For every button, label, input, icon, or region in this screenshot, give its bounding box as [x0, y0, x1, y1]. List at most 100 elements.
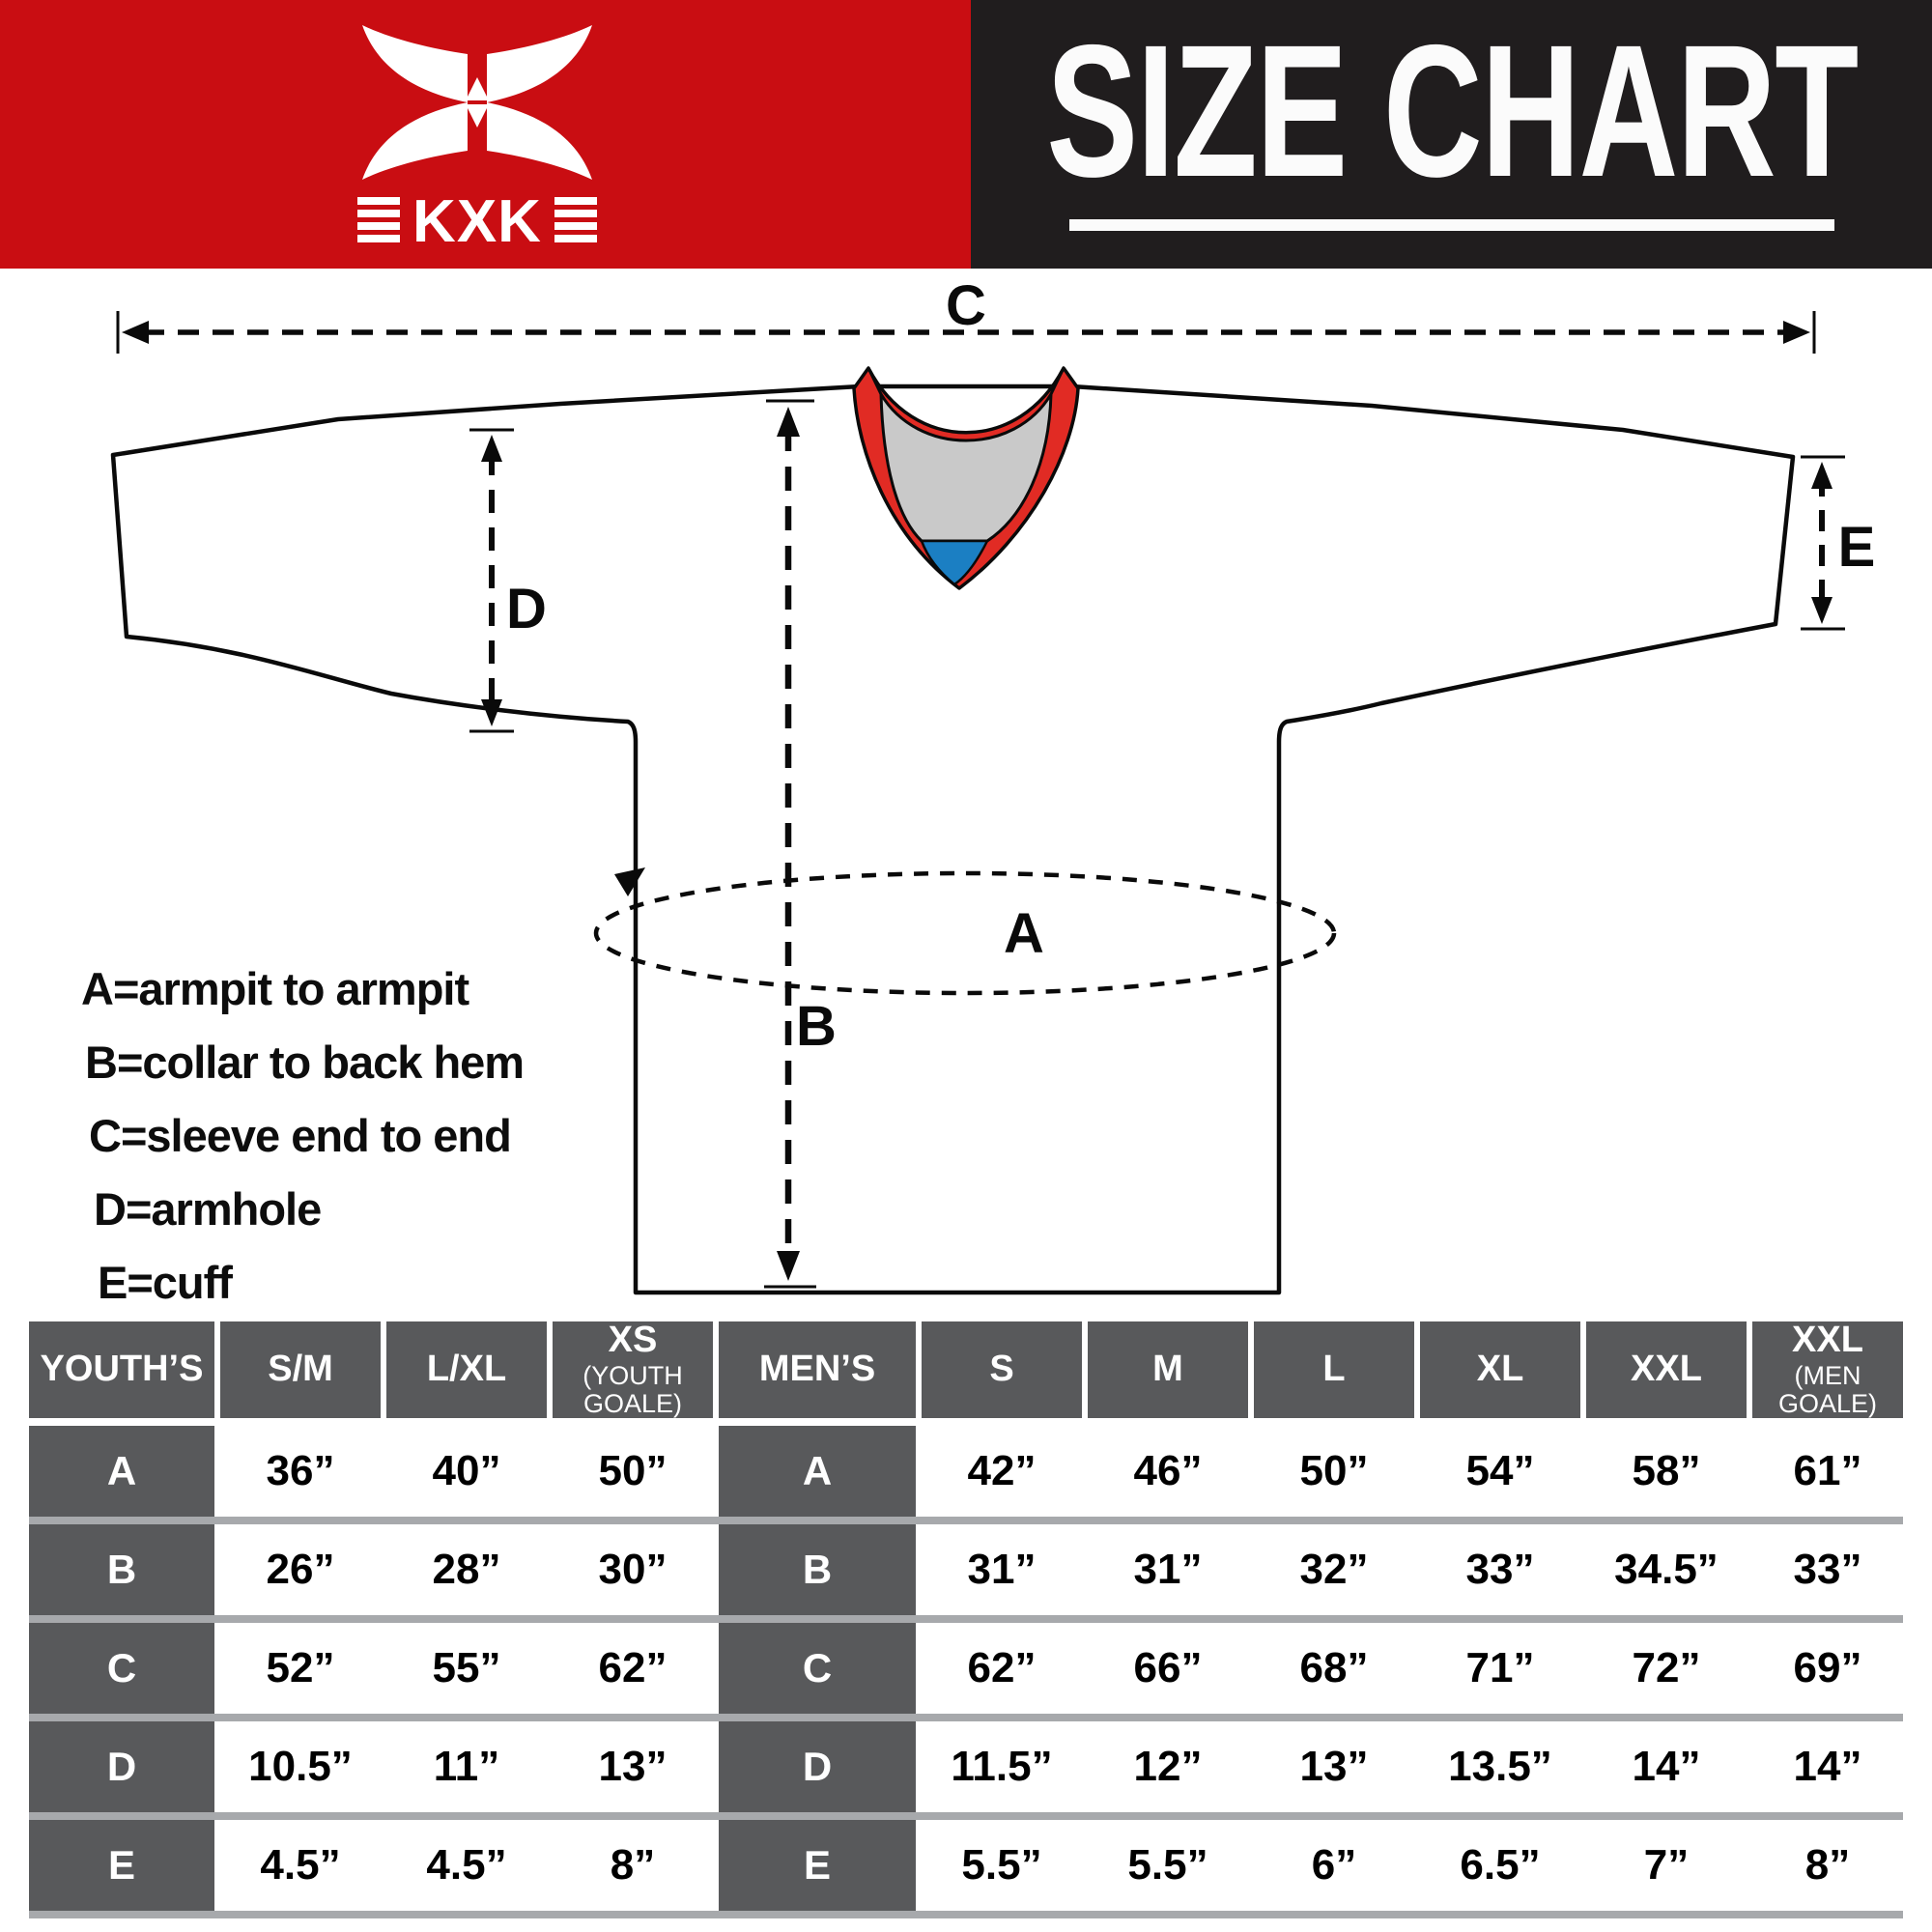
size-column-label: S/M [268, 1349, 333, 1390]
size-row-label: B [29, 1524, 214, 1615]
size-table-header: YOUTH’S S/M L/XL XS (YOUTH GOALE) MEN’S S M L XL X… [29, 1321, 1903, 1426]
size-table-row: E 4.5” 4.5” 8” E 5.5” 5.5” 6” 6.5” 7” 8” [29, 1820, 1903, 1911]
legend-line-B: B=collar to back hem [85, 1037, 525, 1088]
size-value-cell: 62” [553, 1623, 713, 1714]
jersey-outline [110, 384, 1796, 1295]
size-column-label: M [1152, 1349, 1183, 1390]
size-value-cell: 6” [1254, 1820, 1414, 1911]
banner-title-panel: SIZE CHART [971, 0, 1932, 269]
size-value-cell: 13” [553, 1721, 713, 1812]
legend-line-E: E=cuff [98, 1257, 233, 1308]
size-value-cell: 46” [1088, 1426, 1248, 1517]
size-value-cell: 13.5” [1420, 1721, 1580, 1812]
size-table-body: A 36” 40” 50” A 42” 46” 50” 54” 58” 61” B 26” 28” 30” B… [29, 1426, 1903, 1911]
size-column-header: XXL [1586, 1321, 1747, 1419]
dimension-C: C [116, 274, 1816, 354]
size-column-header: XS (YOUTH GOALE) [553, 1320, 713, 1419]
size-column-header: XL [1420, 1321, 1580, 1419]
size-value-cell: 14” [1752, 1721, 1903, 1812]
dimension-E: E [1801, 455, 1876, 631]
size-value-cell: 58” [1586, 1426, 1747, 1517]
size-value-cell: 33” [1752, 1524, 1903, 1615]
size-value-cell: 33” [1420, 1524, 1580, 1615]
size-value-cell: 71” [1420, 1623, 1580, 1714]
size-value-cell: 50” [553, 1426, 713, 1517]
collar-crease-right [1049, 367, 1065, 395]
size-column-header: S/M [220, 1321, 381, 1419]
size-value-cell: 31” [1088, 1524, 1248, 1615]
size-value-cell: 42” [922, 1426, 1082, 1517]
size-row-label: D [719, 1721, 916, 1812]
size-value-cell: 4.5” [220, 1820, 381, 1911]
size-value-cell: 10.5” [220, 1721, 381, 1812]
size-row-label: A [719, 1426, 916, 1517]
size-value-cell: 68” [1254, 1623, 1414, 1714]
size-row-label: B [719, 1524, 916, 1615]
page-title: SIZE CHART [1045, 6, 1859, 216]
dimension-A: A [593, 867, 1337, 996]
size-value-cell: 36” [220, 1426, 381, 1517]
size-value-cell: 54” [1420, 1426, 1580, 1517]
size-row-label: E [719, 1820, 916, 1911]
size-row-label: C [29, 1623, 214, 1714]
dim-label-C: C [946, 274, 986, 337]
size-value-cell: 7” [1586, 1820, 1747, 1911]
size-column-label: XL [1476, 1349, 1524, 1390]
size-value-cell: 34.5” [1586, 1524, 1747, 1615]
size-column-label: XS [608, 1320, 658, 1360]
size-value-cell: 72” [1586, 1623, 1747, 1714]
size-value-cell: 4.5” [386, 1820, 547, 1911]
size-column-header: L/XL [386, 1321, 547, 1419]
size-column-label: XXL [1792, 1320, 1863, 1360]
size-value-cell: 5.5” [1088, 1820, 1248, 1911]
dim-label-B: B [796, 995, 837, 1058]
brand-logo: KXK [355, 25, 599, 255]
size-value-cell: 14” [1586, 1721, 1747, 1812]
size-column-label: XXL [1631, 1349, 1702, 1390]
size-value-cell: 69” [1752, 1623, 1903, 1714]
size-group-label: MEN’S [719, 1321, 916, 1419]
size-row-label: E [29, 1820, 214, 1911]
legend-line-C: C=sleeve end to end [89, 1110, 512, 1161]
size-column-header: XXL (MEN GOALE) [1752, 1320, 1903, 1419]
size-value-cell: 12” [1088, 1721, 1248, 1812]
size-table-header-row: YOUTH’S S/M L/XL XS (YOUTH GOALE) MEN’S S M L XL X… [29, 1320, 1903, 1419]
size-column-header: M [1088, 1321, 1248, 1419]
size-value-cell: 66” [1088, 1623, 1248, 1714]
size-column-header: S [922, 1321, 1082, 1419]
dim-label-E: E [1838, 516, 1876, 579]
size-row-label: A [29, 1426, 214, 1517]
size-value-cell: 30” [553, 1524, 713, 1615]
size-value-cell: 26” [220, 1524, 381, 1615]
size-value-cell: 52” [220, 1623, 381, 1714]
size-value-cell: 32” [1254, 1524, 1414, 1615]
size-table-row: B 26” 28” 30” B 31” 31” 32” 33” 34.5” 33” [29, 1524, 1903, 1615]
size-chart-table: YOUTH’S S/M L/XL XS (YOUTH GOALE) MEN’S S M L XL X… [29, 1321, 1903, 1918]
size-row-label: D [29, 1721, 214, 1812]
title-underline [1068, 219, 1834, 231]
size-row-label: C [719, 1623, 916, 1714]
size-value-cell: 11.5” [922, 1721, 1082, 1812]
size-value-cell: 8” [553, 1820, 713, 1911]
size-value-cell: 11” [386, 1721, 547, 1812]
size-value-cell: 50” [1254, 1426, 1414, 1517]
size-table-row: A 36” 40” 50” A 42” 46” 50” 54” 58” 61” [29, 1426, 1903, 1517]
size-value-cell: 31” [922, 1524, 1082, 1615]
dim-label-D: D [506, 578, 547, 640]
brand-wordmark: KXK [412, 188, 542, 247]
size-value-cell: 61” [1752, 1426, 1903, 1517]
legend-line-A: A=armpit to armpit [81, 963, 469, 1014]
dimension-B: B [764, 399, 837, 1289]
banner-red-panel: KXK [0, 0, 971, 269]
collar-crease-left [867, 367, 883, 395]
size-value-cell: 8” [1752, 1820, 1903, 1911]
dimension-D: D [469, 428, 547, 733]
dim-label-A: A [1004, 902, 1044, 965]
size-column-header: L [1254, 1321, 1414, 1419]
size-value-cell: 28” [386, 1524, 547, 1615]
size-value-cell: 40” [386, 1426, 547, 1517]
size-table-row: C 52” 55” 62” C 62” 66” 68” 71” 72” 69” [29, 1623, 1903, 1714]
size-value-cell: 62” [922, 1623, 1082, 1714]
